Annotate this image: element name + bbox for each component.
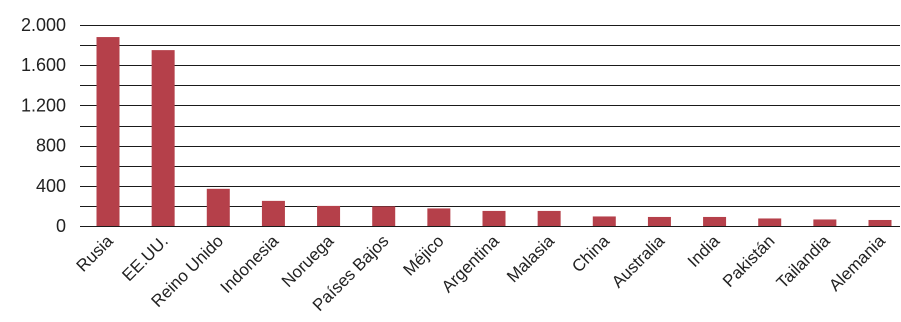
x-tick-label: Australia — [608, 231, 669, 292]
y-tick-label: 2.000 — [21, 15, 66, 35]
x-tick-label: Méjico — [400, 231, 448, 279]
bar-alemania — [868, 219, 892, 226]
y-tick-label: 1.600 — [21, 55, 66, 75]
bar-países-bajos — [372, 206, 396, 226]
bars — [96, 37, 892, 227]
gridlines — [80, 25, 900, 227]
x-tick-label: Pakistán — [719, 231, 779, 291]
x-tick-label: Argentina — [438, 231, 503, 296]
bar-rusia — [96, 37, 120, 227]
x-tick-label: Indonesia — [217, 231, 283, 297]
x-tick-label: Alemania — [825, 231, 889, 295]
y-tick-label: 400 — [36, 176, 66, 196]
x-tick-label: Tailandia — [773, 231, 834, 292]
y-tick-label: 1.200 — [21, 95, 66, 115]
bar-pakistán — [758, 218, 782, 226]
bar-reino-unido — [206, 188, 230, 226]
y-tick-label: 800 — [36, 136, 66, 156]
x-tick-label: China — [568, 231, 613, 276]
bar-malasia — [537, 210, 561, 226]
bar-noruega — [317, 205, 341, 226]
bar-china — [592, 216, 616, 226]
x-tick-label: India — [684, 231, 724, 271]
bar-tailandia — [813, 219, 837, 226]
bar-indonesia — [261, 200, 285, 226]
bar-india — [703, 216, 727, 226]
bar-méjico — [427, 208, 451, 226]
bar-australia — [647, 216, 671, 226]
x-tick-label: Malasia — [503, 231, 558, 286]
x-tick-label: EE.UU. — [118, 231, 172, 285]
x-axis-ticks: Rusia EE.UU.Reino UnidoIndonesiaNoruegaPa… — [73, 231, 890, 315]
bar-argentina — [482, 210, 506, 226]
y-tick-label: 0 — [56, 216, 66, 236]
x-tick-label: Rusia — [73, 231, 118, 276]
y-axis-ticks: 0 400 800 1.200 1.600 2.000 — [21, 15, 66, 236]
bar-ee-uu- — [151, 50, 175, 226]
